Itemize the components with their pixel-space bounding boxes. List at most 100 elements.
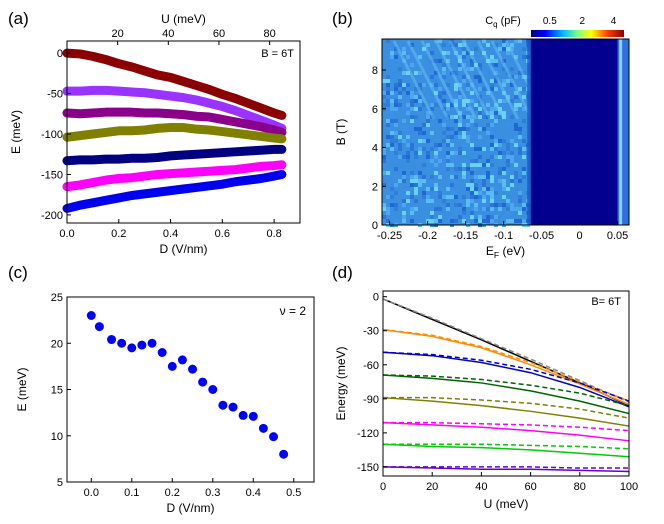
heatmap-cell — [486, 219, 490, 223]
heatmap-cell — [422, 175, 426, 179]
heatmap-cell — [502, 67, 506, 71]
heatmap-cell — [426, 119, 430, 123]
panel-b-y-tick-label: 2 — [372, 181, 378, 193]
heatmap-cell — [482, 127, 486, 131]
heatmap-cell — [466, 83, 470, 87]
heatmap-cell — [494, 139, 498, 143]
heatmap-cell — [474, 159, 478, 163]
heatmap-cell — [386, 87, 390, 91]
heatmap-cell — [418, 131, 422, 135]
heatmap-cell — [498, 47, 502, 51]
heatmap-cell — [482, 187, 486, 191]
heatmap-cell — [506, 147, 510, 151]
heatmap-cell — [462, 39, 466, 43]
heatmap-cell — [426, 187, 430, 191]
heatmap-cell — [502, 167, 506, 171]
heatmap-cell — [406, 207, 410, 211]
series-a-level-4 — [62, 123, 287, 144]
heatmap-cell — [398, 83, 402, 87]
heatmap-cell — [506, 123, 510, 127]
panel-c-x-tick-label: 0.4 — [246, 487, 261, 499]
heatmap-cell — [462, 47, 466, 51]
panel-d-annotation: B= 6T — [591, 296, 621, 308]
heatmap-cell — [446, 195, 450, 199]
heatmap-cell — [494, 203, 498, 207]
colorbar-label: Cq (pF) — [485, 15, 521, 29]
heatmap-cell — [390, 91, 394, 95]
heatmap-cell — [418, 127, 422, 131]
heatmap-cell — [450, 171, 454, 175]
heatmap-cell — [434, 103, 438, 107]
heatmap-cell — [414, 151, 418, 155]
heatmap-cell — [458, 167, 462, 171]
heatmap-cell — [470, 107, 474, 111]
heatmap-cell — [446, 203, 450, 207]
heatmap-cell — [406, 211, 410, 215]
heatmap-cell — [502, 91, 506, 95]
heatmap-cell — [382, 147, 386, 151]
heatmap-cell — [394, 47, 398, 51]
heatmap-cell — [390, 131, 394, 135]
heatmap-cell — [498, 167, 502, 171]
heatmap-cell — [402, 179, 406, 183]
heatmap-cell — [494, 43, 498, 47]
heatmap-cell — [410, 143, 414, 147]
heatmap-cell — [510, 207, 514, 211]
heatmap-cell — [478, 147, 482, 151]
heatmap-cell — [458, 75, 462, 79]
heatmap-cell — [426, 159, 430, 163]
heatmap-cell — [518, 119, 522, 123]
heatmap-cell — [418, 147, 422, 151]
series-a-level-6 — [62, 160, 287, 192]
heatmap-cell — [394, 107, 398, 111]
heatmap-cell — [430, 75, 434, 79]
heatmap-cell — [478, 107, 482, 111]
heatmap-cell — [494, 79, 498, 83]
heatmap-cell — [406, 159, 410, 163]
heatmap-cell — [410, 147, 414, 151]
heatmap-cell — [438, 119, 442, 123]
heatmap-cell — [406, 103, 410, 107]
panel-b-x-tick-label: 0.05 — [607, 230, 628, 242]
heatmap-cell — [466, 167, 470, 171]
heatmap-cell — [486, 207, 490, 211]
point-c — [94, 322, 104, 332]
heatmap-cell — [458, 147, 462, 151]
heatmap-cell — [498, 203, 502, 207]
heatmap-cell — [410, 155, 414, 159]
point-c — [248, 411, 258, 421]
heatmap-cell — [410, 219, 414, 223]
heatmap-cell — [398, 55, 402, 59]
heatmap-cell — [490, 175, 494, 179]
heatmap-cell — [410, 183, 414, 187]
heatmap-cell — [474, 219, 478, 223]
heatmap-cell — [502, 43, 506, 47]
heatmap-cell — [454, 103, 458, 107]
series-d-level-2-solid — [382, 328, 630, 406]
heatmap-cell — [418, 87, 422, 91]
point-c — [147, 338, 157, 348]
heatmap-cell — [506, 71, 510, 75]
heatmap-cell — [454, 131, 458, 135]
heatmap-cell — [482, 51, 486, 55]
heatmap-cell — [438, 159, 442, 163]
heatmap-cell — [510, 155, 514, 159]
heatmap-cell — [434, 155, 438, 159]
heatmap-cell — [410, 63, 414, 67]
heatmap-cell — [422, 51, 426, 55]
heatmap-cell — [402, 83, 406, 87]
heatmap-cell — [410, 175, 414, 179]
heatmap-cell — [494, 59, 498, 63]
point-c — [107, 335, 117, 345]
heatmap-cell — [506, 163, 510, 167]
panel-b-label: (b) — [332, 9, 353, 28]
heatmap-stripe — [392, 40, 436, 120]
heatmap-cell — [514, 143, 518, 147]
heatmap-cell — [470, 191, 474, 195]
panel-d-label: (d) — [332, 263, 353, 282]
heatmap-cell — [518, 71, 522, 75]
heatmap-cell — [514, 55, 518, 59]
series-a-level-5 — [62, 144, 287, 166]
heatmap-cell — [510, 67, 514, 71]
heatmap-cell — [418, 99, 422, 103]
